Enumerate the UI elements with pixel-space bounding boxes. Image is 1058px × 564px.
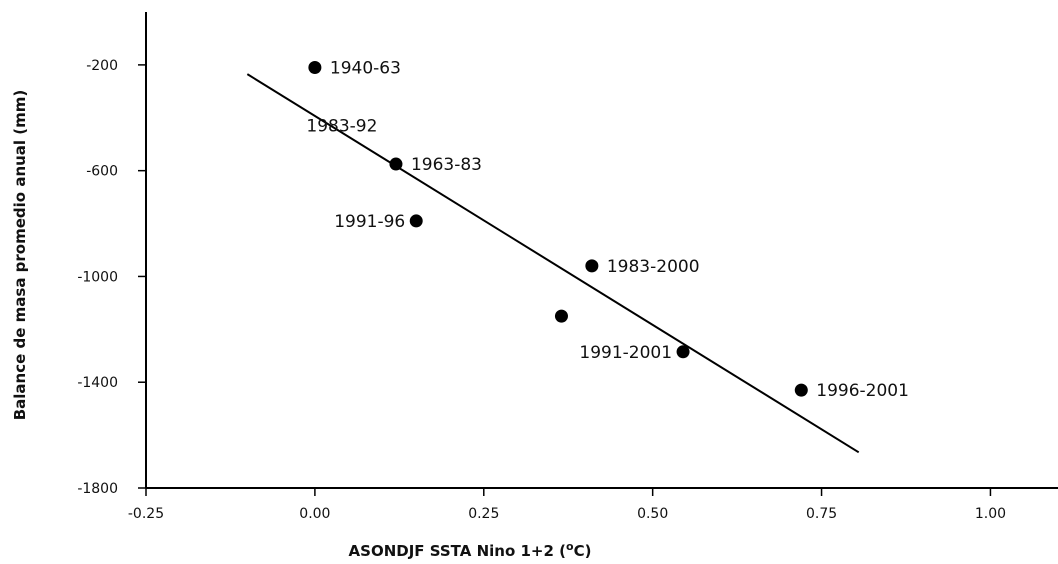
x-tick-label: 0.00 bbox=[299, 506, 330, 522]
data-points bbox=[308, 61, 808, 397]
chart-ticks: -200 -600 -1000 -1400 -1800 -0.25 0.00 0.25 0.50… bbox=[77, 58, 1006, 522]
x-tick-label: 1.00 bbox=[975, 506, 1006, 522]
y-tick-label: -600 bbox=[86, 164, 118, 180]
data-point bbox=[389, 157, 403, 171]
x-axis-title-unit: C) bbox=[574, 542, 592, 560]
chart-axes bbox=[145, 12, 1058, 489]
y-tick-label: -1800 bbox=[77, 481, 118, 497]
data-point bbox=[409, 214, 423, 228]
data-point bbox=[794, 383, 808, 397]
data-point-label: 1991-2001 bbox=[579, 343, 672, 363]
x-tick-label: 0.25 bbox=[468, 506, 499, 522]
point-labels: 1940-63 1963-83 1991-96 1983-2000 1991-2001 1… bbox=[306, 59, 909, 402]
data-point bbox=[585, 259, 599, 273]
data-point-label: 1940-63 bbox=[330, 59, 401, 79]
data-point bbox=[554, 309, 568, 323]
data-point-label: 1963-83 bbox=[411, 155, 482, 175]
data-point bbox=[676, 345, 690, 359]
x-axis-title-superscript: o bbox=[566, 540, 574, 553]
y-tick-label: -1000 bbox=[77, 269, 118, 285]
x-tick-label: -0.25 bbox=[128, 506, 164, 522]
annotation-label: 1983-92 bbox=[306, 117, 377, 137]
regression-line bbox=[246, 73, 860, 454]
x-tick-label: 0.50 bbox=[637, 506, 668, 522]
y-tick-label: -1400 bbox=[77, 375, 118, 391]
x-tick-label: 0.75 bbox=[806, 506, 837, 522]
y-tick-label: -200 bbox=[86, 58, 118, 74]
data-point-label: 1983-2000 bbox=[607, 257, 700, 277]
trendline-group bbox=[246, 73, 860, 454]
data-point-label: 1991-96 bbox=[334, 212, 405, 232]
data-point bbox=[308, 61, 322, 75]
y-axis-title: Balance de masa promedio anual (mm) bbox=[11, 90, 29, 421]
data-point-label: 1996-2001 bbox=[816, 381, 909, 401]
x-axis-title: ASONDJF SSTA Nino 1+2 (oC) bbox=[349, 540, 592, 560]
